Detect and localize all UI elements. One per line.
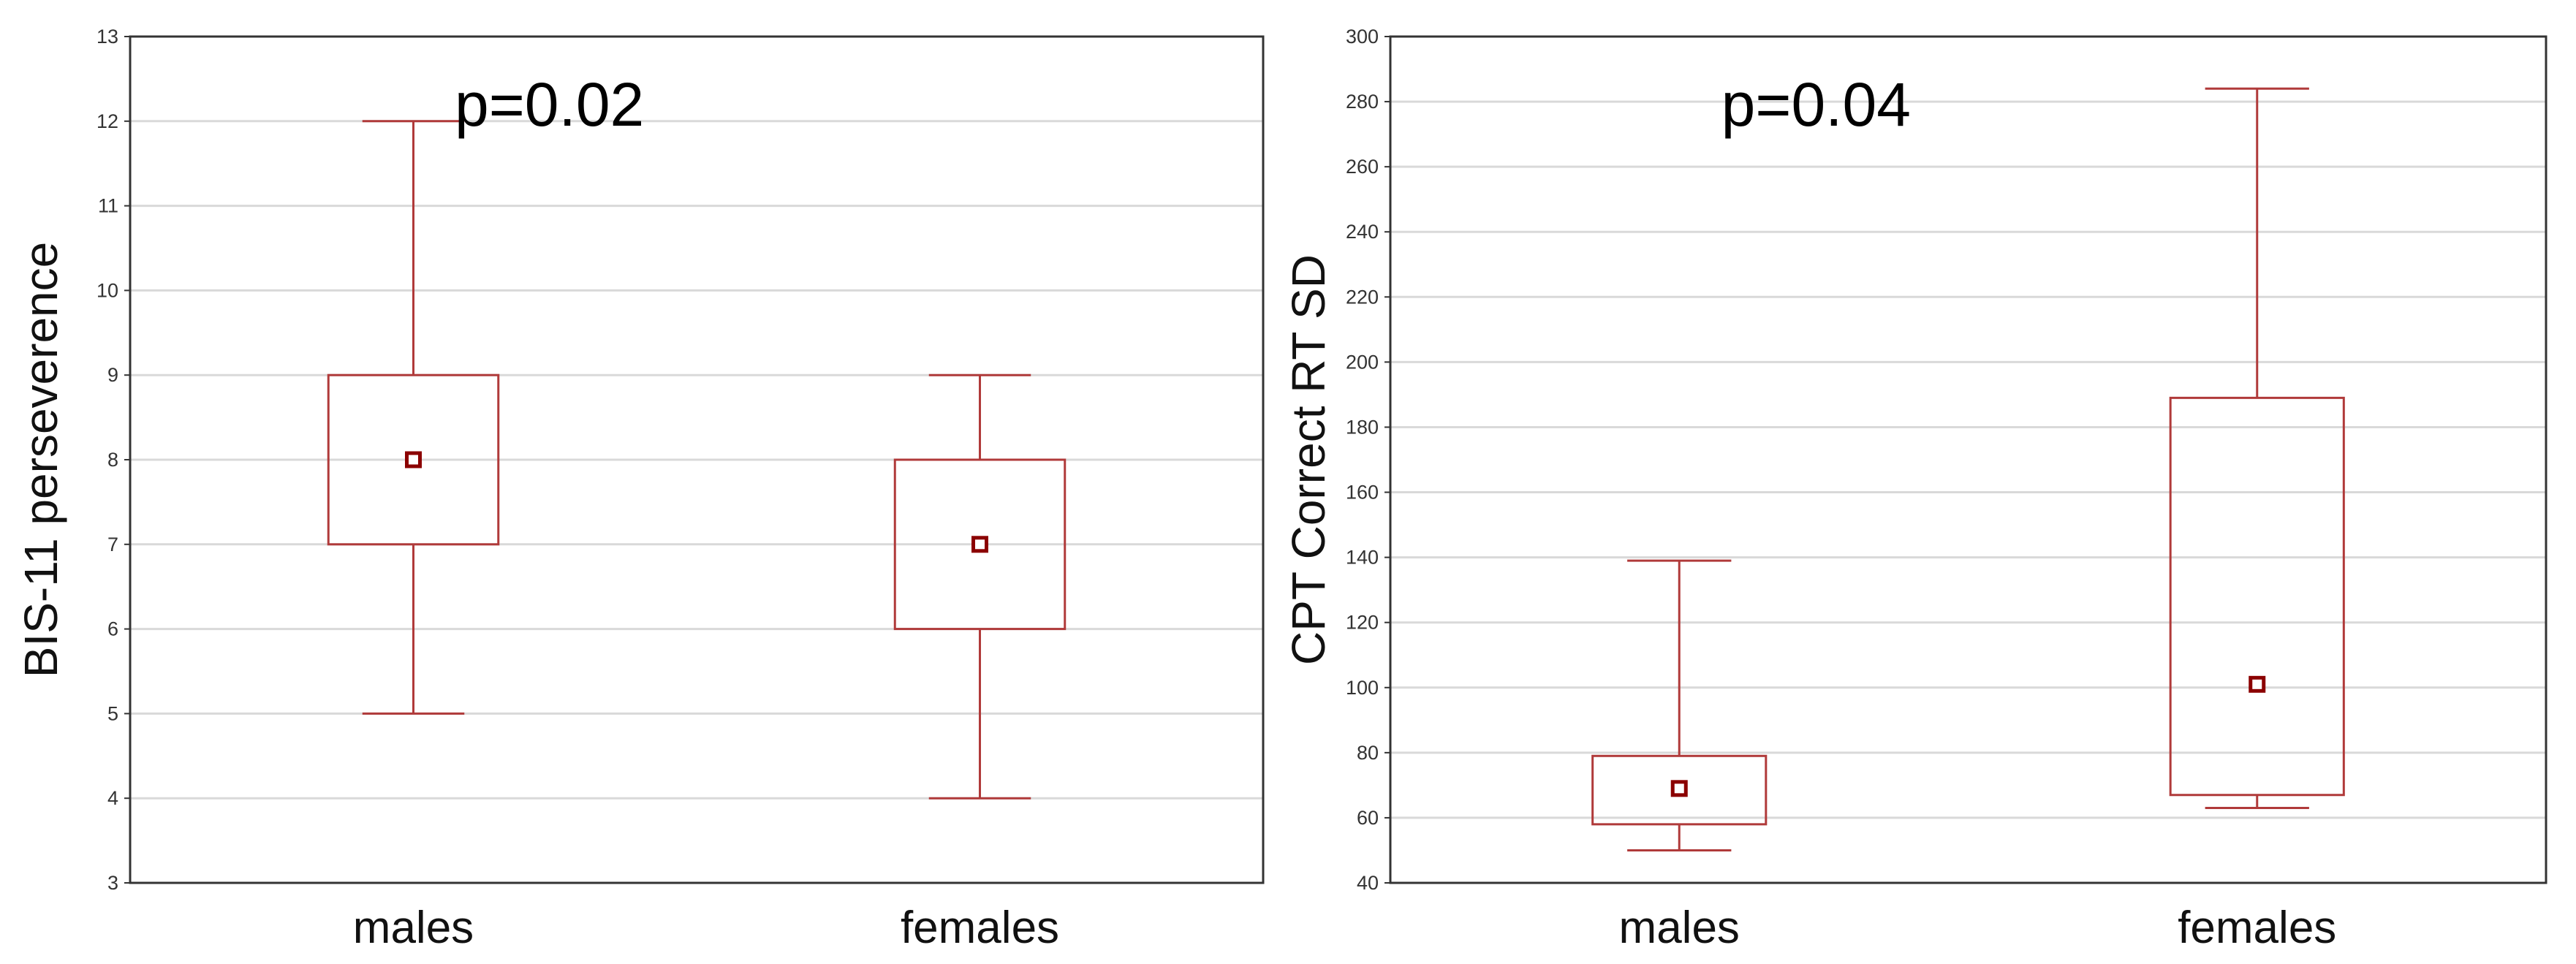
y-tick-label: 260 bbox=[1346, 156, 1379, 178]
y-tick-label: 280 bbox=[1346, 91, 1379, 113]
iqr-box bbox=[327, 373, 500, 546]
p-value-annotation: p=0.04 bbox=[1721, 70, 1911, 139]
y-axis-label: CPT Correct RT SD bbox=[1288, 254, 1335, 665]
y-tick-label: 10 bbox=[96, 279, 118, 301]
y-tick-label: 9 bbox=[107, 364, 118, 386]
boxplot-bis11: 3 4 5 6 7 8 9 10 11 12 13 males females BIS-11 persev… bbox=[15, 26, 1265, 953]
iqr-box bbox=[1591, 754, 1768, 826]
y-tick-label: 140 bbox=[1346, 547, 1379, 569]
y-tick-label: 11 bbox=[98, 195, 118, 217]
median-marker bbox=[971, 536, 988, 553]
y-tick-label: 300 bbox=[1346, 26, 1379, 48]
y-tick-label: 100 bbox=[1346, 677, 1379, 699]
box-group-males bbox=[1591, 559, 1768, 851]
plot-frame bbox=[129, 35, 1265, 884]
iqr-box bbox=[2169, 396, 2345, 797]
y-tick-label: 220 bbox=[1346, 286, 1379, 308]
x-category-label: females bbox=[2178, 903, 2336, 953]
y-tick-label: 5 bbox=[107, 702, 118, 724]
y-tick-label: 80 bbox=[1357, 742, 1379, 764]
y-tick-label: 3 bbox=[107, 872, 118, 894]
chart-panel-cpt: 40 60 80 100 120 140 160 180 200 220 240 260 280 300 m… bbox=[1288, 0, 2576, 964]
y-tick-label: 180 bbox=[1346, 416, 1379, 438]
y-tick-label: 6 bbox=[107, 618, 118, 640]
box-group-females bbox=[893, 373, 1067, 800]
median-marker bbox=[2249, 675, 2266, 693]
y-tick-label: 160 bbox=[1346, 482, 1379, 504]
p-value-annotation: p=0.02 bbox=[455, 70, 644, 139]
y-tick-label: 12 bbox=[96, 110, 118, 132]
y-tick-label: 200 bbox=[1346, 351, 1379, 373]
iqr-box bbox=[893, 458, 1067, 631]
x-category-label: males bbox=[1619, 903, 1740, 953]
y-tick-label: 8 bbox=[107, 449, 118, 471]
x-category-label: females bbox=[901, 903, 1059, 953]
y-tick-label: 240 bbox=[1346, 221, 1379, 243]
box-group-females bbox=[2169, 87, 2345, 810]
median-marker bbox=[1670, 780, 1688, 797]
boxplot-cpt: 40 60 80 100 120 140 160 180 200 220 240 260 280 300 m… bbox=[1288, 26, 2547, 953]
plot-frame bbox=[1389, 35, 2547, 884]
y-tick-label: 13 bbox=[96, 26, 118, 48]
y-tick-label: 7 bbox=[107, 534, 118, 555]
box-group-males bbox=[327, 120, 500, 715]
median-marker bbox=[405, 451, 422, 468]
y-tick-label: 120 bbox=[1346, 612, 1379, 634]
x-category-label: males bbox=[353, 903, 474, 953]
y-tick-label: 4 bbox=[107, 787, 118, 809]
y-tick-label: 40 bbox=[1357, 872, 1379, 894]
y-tick-label: 60 bbox=[1357, 807, 1379, 829]
y-axis-label: BIS-11 perseverence bbox=[15, 242, 67, 678]
chart-panel-bis11: 3 4 5 6 7 8 9 10 11 12 13 males females BIS-11 persev… bbox=[15, 26, 1265, 953]
